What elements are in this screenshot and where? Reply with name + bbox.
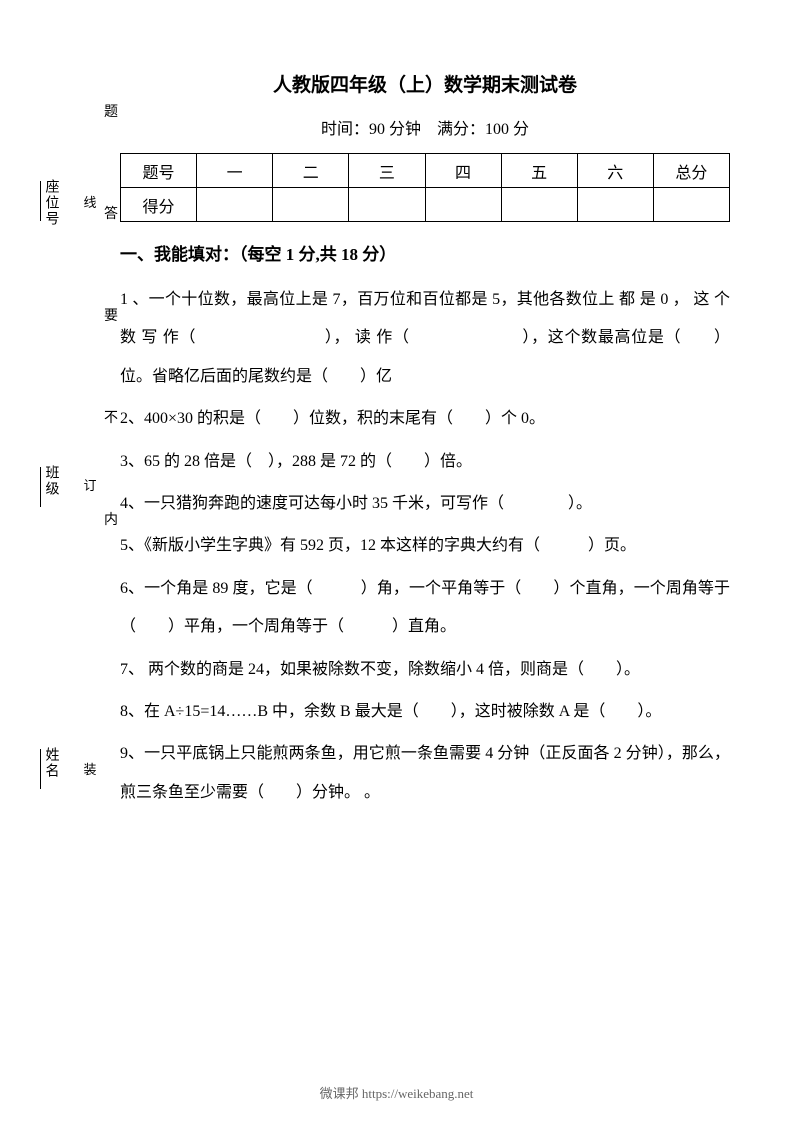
fold-labels: 线 订 装 [82,60,98,910]
table-row: 题号 一 二 三 四 五 六 总分 [121,154,730,188]
question-1: 1 、一个十位数，最高位上是 7，百万位和百位都是 5，其他各数位上 都 是 0… [120,281,730,396]
question-6: 6、一个角是 89 度，它是（ ）角，一个平角等于（ ）个直角，一个周角等于（ … [120,570,730,647]
warning-char: 答 [104,200,118,226]
fold-label: 装 [83,757,96,780]
name-label: 姓名 [44,747,59,779]
label-seat: 姓名 [40,747,61,791]
fold-label: 线 [83,190,96,213]
underline [40,467,41,507]
main-content: 人教版四年级（上）数学期末测试卷 时间：90 分钟 满分：100 分 题号 一 … [120,70,730,816]
table-cell [501,188,577,222]
table-cell: 总分 [653,154,729,188]
table-row: 得分 [121,188,730,222]
question-8: 8、在 A÷15=14……B 中，余数 B 最大是（ ），这时被除数 A 是（ … [120,693,730,731]
table-cell [577,188,653,222]
fold-label: 订 [83,473,96,496]
label-class: 班级 [40,465,61,509]
table-cell: 题号 [121,154,197,188]
class-label: 班级 [44,465,59,497]
table-cell [197,188,273,222]
question-9: 9、一只平底锅上只能煎两条鱼，用它煎一条鱼需要 4 分钟（正反面各 2 分钟），… [120,735,730,812]
question-4: 4、一只猎狗奔跑的速度可达每小时 35 千米，可写作（ ）。 [120,485,730,523]
question-3: 3、65 的 28 倍是（ ），288 是 72 的（ ）倍。 [120,443,730,481]
warning-char: 不 [104,404,118,430]
table-cell: 五 [501,154,577,188]
table-cell [349,188,425,222]
question-5: 5、《新版小学生字典》有 592 页，12 本这样的字典大约有（ ）页。 [120,527,730,565]
score-table: 题号 一 二 三 四 五 六 总分 得分 [120,153,730,222]
section-title: 一、我能填对：（每空 1 分,共 18 分） [120,240,730,265]
warning-char: 内 [104,506,118,532]
question-2: 2、400×30 的积是（ ）位数，积的末尾有（ ）个 0。 [120,400,730,438]
page-footer: 微课邦 https://weikebang.net [0,1083,793,1102]
label-name: 座位号 [40,179,61,227]
binding-margin: 座位号 班级 姓名 线 订 装 题 答 要 不 内 [40,60,110,910]
table-cell [653,188,729,222]
table-cell: 三 [349,154,425,188]
table-cell: 一 [197,154,273,188]
table-cell: 二 [273,154,349,188]
table-cell: 得分 [121,188,197,222]
table-cell [425,188,501,222]
underline [40,181,41,221]
table-cell: 六 [577,154,653,188]
table-cell [273,188,349,222]
table-cell: 四 [425,154,501,188]
exam-title: 人教版四年级（上）数学期末测试卷 [120,70,730,97]
exam-subtitle: 时间：90 分钟 满分：100 分 [120,115,730,139]
exam-page: 座位号 班级 姓名 线 订 装 题 答 要 不 内 人教版四年级（ [0,0,793,1122]
warning-labels: 题 答 要 不 内 [102,60,120,570]
question-7: 7、 两个数的商是 24，如果被除数不变，除数缩小 4 倍，则商是（ ）。 [120,651,730,689]
underline [40,749,41,789]
warning-char: 题 [104,98,118,124]
seat-label: 座位号 [44,179,59,227]
side-labels: 座位号 班级 姓名 [40,60,60,910]
warning-char: 要 [104,302,118,328]
